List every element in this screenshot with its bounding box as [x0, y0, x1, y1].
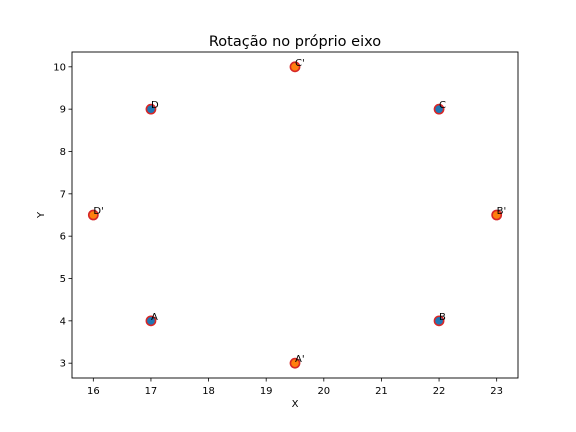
x-tick-label: 22 [433, 386, 446, 397]
data-point-c-prime [289, 61, 301, 73]
axes-frame [71, 51, 519, 379]
point-label: C' [295, 58, 305, 69]
data-point-b [433, 315, 445, 327]
data-point-d [145, 103, 157, 115]
x-tick-label: 19 [260, 386, 273, 397]
point-label: D' [93, 206, 103, 217]
y-axis-label: Y [36, 211, 47, 219]
data-point-a [145, 315, 157, 327]
x-tick-label: 23 [490, 386, 503, 397]
point-label: C [439, 100, 446, 111]
point-label: B' [497, 206, 507, 217]
chart-title: Rotação no próprio eixo [209, 34, 381, 50]
point-label: D [151, 100, 159, 111]
y-tick-label: 5 [60, 274, 66, 285]
data-point-c [433, 103, 445, 115]
y-tick-label: 4 [60, 316, 66, 327]
point-label: A [151, 312, 158, 323]
y-tick-label: 9 [60, 105, 66, 116]
x-tick-label: 17 [145, 386, 158, 397]
point-label: A' [295, 354, 305, 365]
data-point-b-prime [491, 209, 503, 221]
y-tick-label: 6 [60, 232, 66, 243]
x-tick-label: 21 [375, 386, 388, 397]
x-tick-label: 18 [202, 386, 215, 397]
y-tick-label: 3 [60, 359, 66, 370]
point-label: B [439, 312, 446, 323]
y-tick-label: 7 [60, 189, 66, 200]
y-tick-label: 10 [53, 62, 66, 73]
x-tick-label: 16 [87, 386, 100, 397]
data-point-a-prime [289, 357, 301, 369]
y-tick-label: 8 [60, 147, 66, 158]
plot-area: A B C D A' B' C' D' [87, 58, 507, 369]
x-tick-label: 20 [317, 386, 330, 397]
data-point-d-prime [87, 209, 99, 221]
x-axis-label: X [292, 399, 299, 410]
